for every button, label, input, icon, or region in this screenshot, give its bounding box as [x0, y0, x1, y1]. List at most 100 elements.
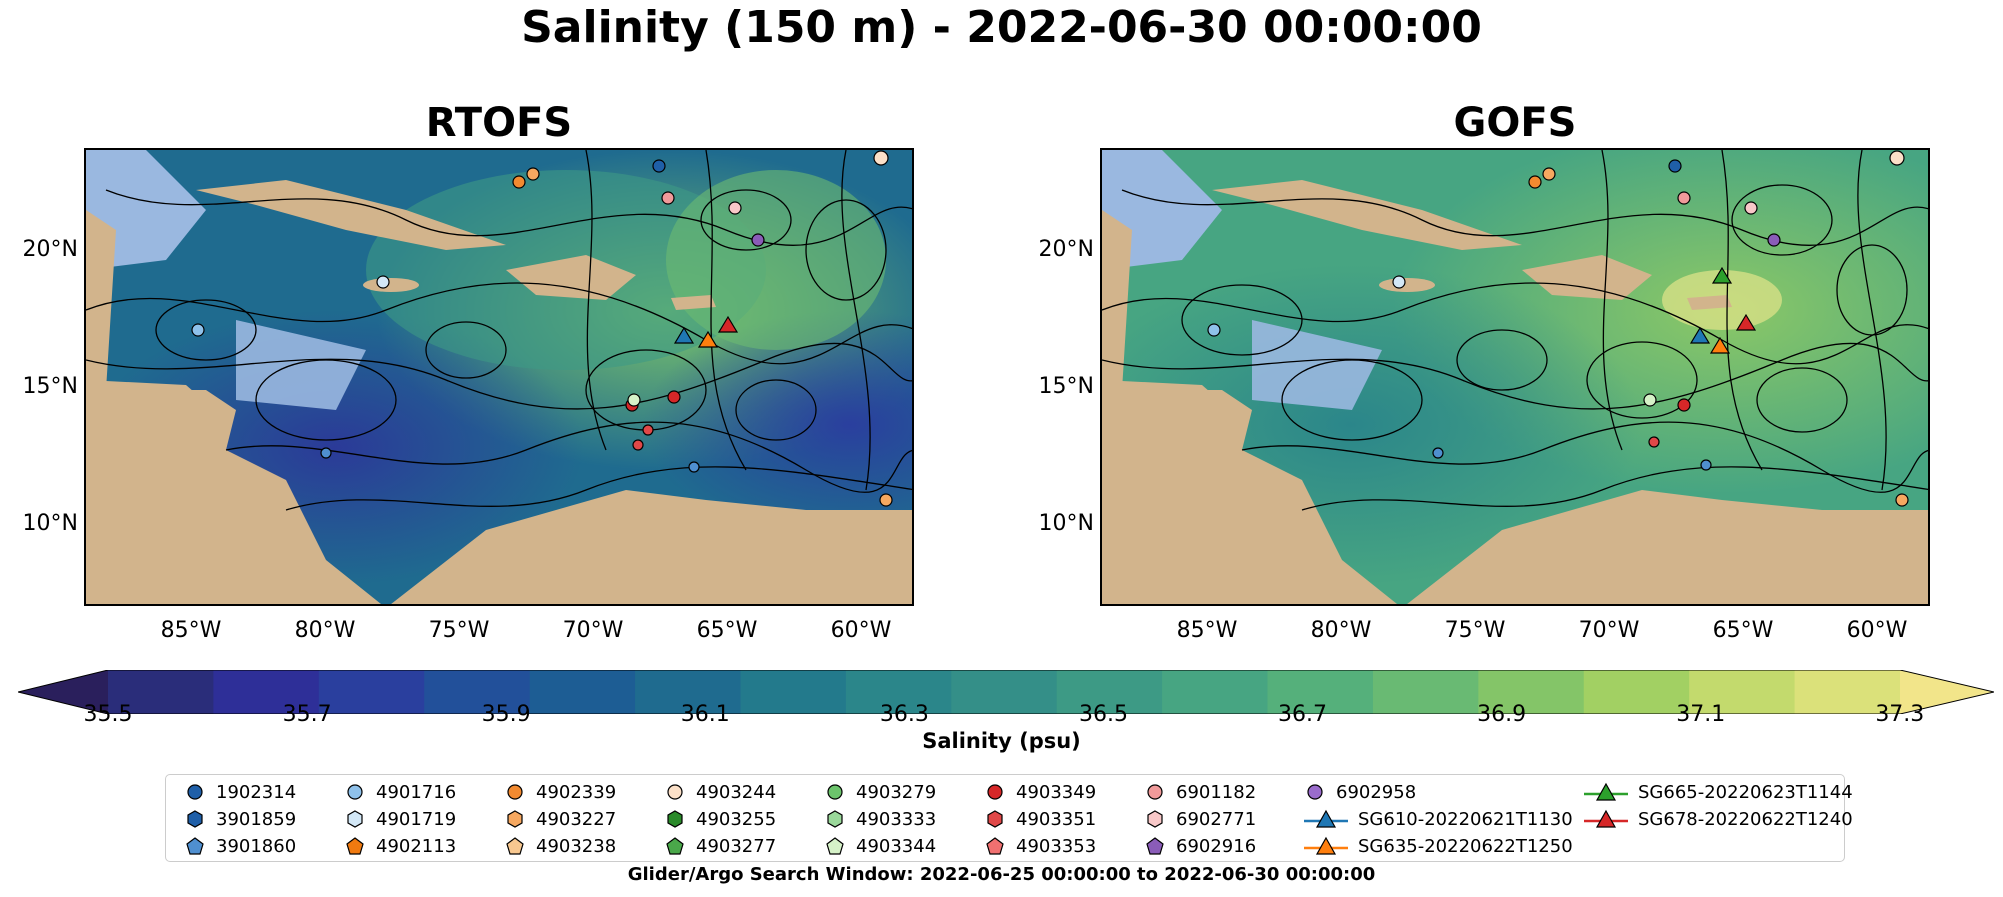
- colorbar-tick-label: 35.7: [282, 702, 332, 727]
- legend-item-label: 4903227: [536, 808, 617, 830]
- legend-item: 4903277: [664, 835, 776, 857]
- lon-tick-2-right: 80°W: [1310, 618, 1372, 643]
- legend-item-label: 4901719: [376, 808, 457, 830]
- lon-tick-2-left: 80°W: [294, 618, 356, 643]
- colorbar-segment: [951, 670, 1058, 714]
- colorbar-segment: [1056, 670, 1163, 714]
- pentagon-marker-icon: [346, 837, 364, 855]
- triangle-line-marker-icon: [1584, 809, 1628, 828]
- circle-marker-icon: [667, 784, 683, 800]
- pentagon-marker-icon: [986, 837, 1004, 855]
- lat-tick-1-right: 20°N: [1038, 237, 1094, 262]
- colorbar-segment: [318, 670, 425, 714]
- lon-tick-1-right: 85°W: [1176, 618, 1238, 643]
- lat-tick-3-right: 10°N: [1038, 511, 1094, 536]
- hexagon-marker-icon: [987, 810, 1003, 828]
- circle-marker-icon: [987, 784, 1003, 800]
- hexagon-marker-icon: [507, 810, 523, 828]
- legend-item: 6901182: [1144, 781, 1256, 803]
- legend-item: SG678-20220622T1240: [1584, 808, 1853, 830]
- legend-item-label: SG665-20220623T1144: [1638, 781, 1853, 803]
- legend-item: 4903227: [504, 808, 616, 830]
- legend-item: 4903349: [984, 781, 1096, 803]
- lon-tick-4-left: 70°W: [562, 618, 624, 643]
- legend-item-label: 4902339: [536, 781, 617, 803]
- colorbar-segment: [1372, 670, 1479, 714]
- lat-tick-2-right: 15°N: [1038, 374, 1094, 399]
- lon-tick-6-left: 60°W: [830, 618, 892, 643]
- circle-marker-icon: [1307, 784, 1323, 800]
- circle-marker-icon: [827, 784, 843, 800]
- legend-item-label: 4903333: [856, 808, 937, 830]
- legend-item-label: SG635-20220622T1250: [1358, 835, 1573, 857]
- legend-item-label: 4903279: [856, 781, 937, 803]
- pentagon-marker-icon: [826, 837, 844, 855]
- colorbar-tick-label: 36.3: [879, 702, 929, 727]
- legend-item-label: 4903351: [1016, 808, 1097, 830]
- circle-marker-icon: [187, 784, 203, 800]
- legend-item: 4903238: [504, 835, 616, 857]
- hexagon-marker-icon: [827, 810, 843, 828]
- pentagon-marker-icon: [186, 837, 204, 855]
- figure-title: Salinity (150 m) - 2022-06-30 00:00:00: [521, 2, 1482, 53]
- lat-tick-1-left: 20°N: [22, 237, 78, 262]
- legend-item: 6902958: [1304, 781, 1416, 803]
- colorbar-tick-label: 36.1: [680, 702, 730, 727]
- lon-tick-1-left: 85°W: [160, 618, 222, 643]
- colorbar-tick-label: 36.5: [1078, 702, 1128, 727]
- legend-item: 4903353: [984, 835, 1096, 857]
- lon-tick-5-left: 65°W: [696, 618, 758, 643]
- legend-item: SG610-20220621T1130: [1304, 808, 1573, 830]
- lon-tick-3-right: 75°W: [1444, 618, 1506, 643]
- map-panel-rtofs[interactable]: [84, 148, 914, 606]
- colorbar-tick-label: 36.9: [1477, 702, 1527, 727]
- colorbar-tick-label: 35.5: [83, 702, 133, 727]
- triangle-line-marker-icon: [1304, 836, 1348, 855]
- legend: 1902314 3901859 3901860 4901716 4901719 49021…: [165, 774, 1853, 862]
- lon-tick-5-right: 65°W: [1712, 618, 1774, 643]
- lon-tick-4-right: 70°W: [1578, 618, 1640, 643]
- legend-item: 1902314: [184, 781, 296, 803]
- colorbar: [17, 669, 1995, 715]
- legend-item-label: 6902958: [1336, 781, 1417, 803]
- colorbar-segment: [1794, 670, 1901, 714]
- legend-item: 4903333: [824, 808, 936, 830]
- legend-item-label: 4903238: [536, 835, 617, 857]
- legend-item: 4901719: [344, 808, 456, 830]
- legend-item: 3901859: [184, 808, 296, 830]
- hexagon-marker-icon: [187, 810, 203, 828]
- legend-item: 3901860: [184, 835, 296, 857]
- lon-tick-6-right: 60°W: [1846, 618, 1908, 643]
- legend-item: SG635-20220622T1250: [1304, 835, 1573, 857]
- lat-tick-2-left: 15°N: [22, 374, 78, 399]
- pentagon-marker-icon: [666, 837, 684, 855]
- legend-item: 4902339: [504, 781, 616, 803]
- colorbar-label: Salinity (psu): [922, 729, 1081, 753]
- legend-item-label: SG610-20220621T1130: [1358, 808, 1573, 830]
- panel-title-rtofs: RTOFS: [425, 100, 573, 146]
- search-window-text: Glider/Argo Search Window: 2022-06-25 00…: [627, 864, 1376, 885]
- hexagon-marker-icon: [1147, 810, 1163, 828]
- colorbar-tick-label: 35.9: [481, 702, 531, 727]
- circle-marker-icon: [507, 784, 523, 800]
- colorbar-segment: [845, 670, 952, 714]
- hexagon-marker-icon: [347, 810, 363, 828]
- legend-item-label: 1902314: [216, 781, 297, 803]
- map-panel-gofs[interactable]: [1100, 148, 1930, 606]
- legend-item-label: 4903353: [1016, 835, 1097, 857]
- colorbar-segment: [635, 670, 741, 714]
- legend-item-label: 3901860: [216, 835, 297, 857]
- legend-item: SG665-20220623T1144: [1584, 781, 1853, 803]
- lat-tick-3-left: 10°N: [22, 511, 78, 536]
- colorbar-segment: [1267, 670, 1374, 714]
- pentagon-marker-icon: [506, 837, 524, 855]
- legend-item: 4903244: [664, 781, 776, 803]
- legend-item: 4902113: [344, 835, 456, 857]
- legend-item-label: 6901182: [1176, 781, 1257, 803]
- legend-item-label: 6902771: [1176, 808, 1257, 830]
- colorbar-segment: [740, 670, 847, 714]
- legend-item: 4903351: [984, 808, 1096, 830]
- colorbar-segment: [424, 670, 531, 714]
- colorbar-tick-label: 37.1: [1676, 702, 1726, 727]
- colorbar-segment: [1583, 670, 1690, 714]
